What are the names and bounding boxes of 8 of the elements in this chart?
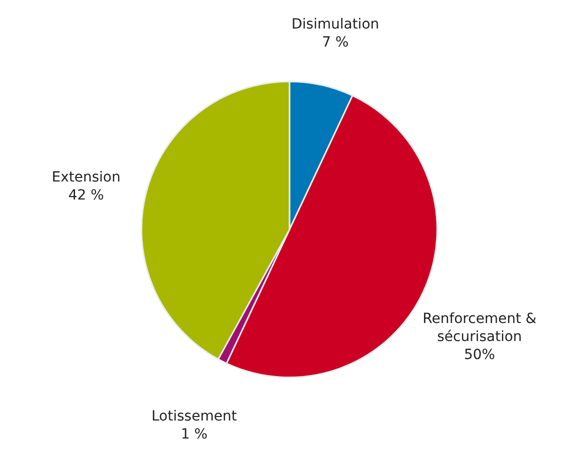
slice-label: Renforcement & sécurisation — [422, 310, 536, 345]
data-label: 7 % — [322, 34, 349, 51]
data-label: 1 % — [180, 426, 208, 443]
slice-label: Lotissement — [152, 408, 238, 425]
data-label: 50% — [464, 346, 496, 363]
slice-label: Disimulation — [291, 16, 380, 33]
data-label: 42 % — [68, 187, 104, 204]
slice-label: Extension — [52, 169, 120, 186]
